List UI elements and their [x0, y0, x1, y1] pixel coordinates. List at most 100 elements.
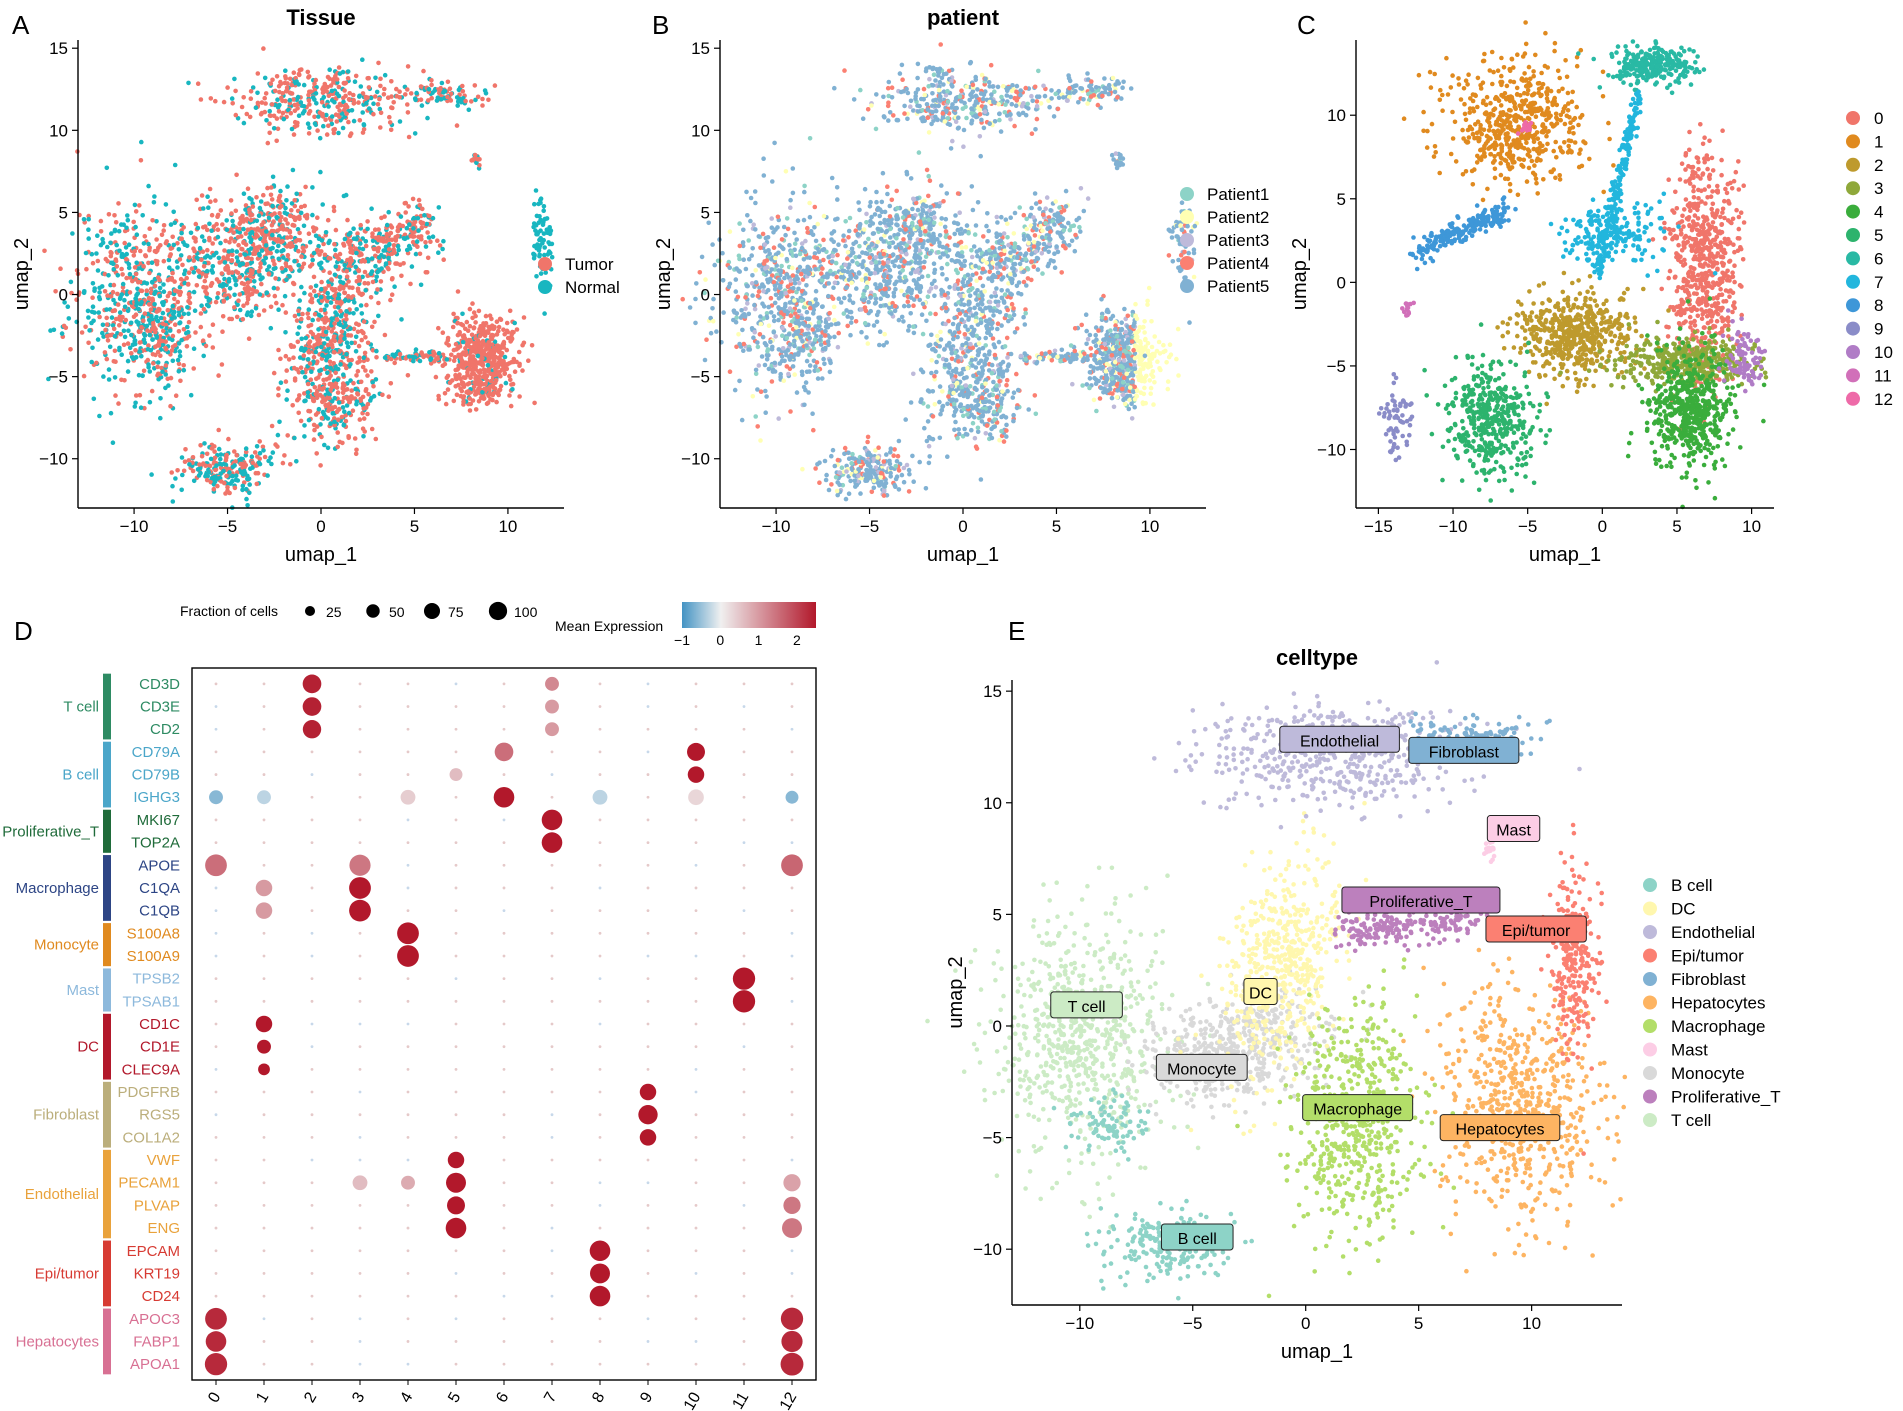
panel-a-point — [159, 232, 165, 238]
panel-a-point — [100, 322, 106, 328]
panel-a-point — [253, 232, 259, 237]
panel-a-point — [496, 371, 501, 376]
panel-b-point — [840, 268, 845, 274]
panel-b-point — [731, 308, 737, 314]
panel-a-point — [502, 363, 508, 368]
panel-a-point — [112, 227, 118, 233]
panel-a-point — [535, 242, 540, 247]
panel-b-point — [823, 324, 829, 330]
panel-a-point — [296, 308, 301, 314]
panel-b-point — [807, 200, 812, 206]
panel-a-point — [392, 360, 398, 366]
panel-a-point — [325, 336, 330, 342]
panel-a-point — [348, 362, 353, 367]
panel-a-point — [504, 328, 510, 334]
panel-b-point — [712, 262, 717, 268]
panel-a-point — [359, 328, 364, 334]
panel-a-point — [428, 239, 433, 244]
panel-a-point — [276, 386, 281, 391]
panel-b-point — [925, 294, 931, 300]
panel-b-point — [772, 283, 778, 289]
panel-a-point — [475, 388, 480, 394]
panel-b-point — [731, 317, 736, 323]
panel-a-point — [97, 285, 102, 291]
panel-a-point — [109, 231, 114, 236]
panel-a-point — [466, 366, 472, 372]
panel-a-point — [276, 243, 281, 249]
panel-a-point — [95, 268, 101, 273]
panel-b-point — [761, 304, 767, 309]
panel-b-point — [745, 283, 750, 289]
panel-a-point — [215, 291, 221, 296]
panel-a-point — [365, 357, 370, 363]
panel-a-point — [368, 271, 374, 277]
panel-a-point — [264, 290, 270, 296]
panel-a-point — [129, 354, 135, 360]
panel-a-point — [222, 293, 228, 298]
panel-a-point — [418, 97, 424, 102]
panel-a-point — [405, 87, 410, 92]
panel-b-point — [720, 278, 726, 283]
panel-a-point — [336, 407, 341, 413]
panel-b-point — [758, 438, 763, 443]
panel-a-point — [388, 381, 394, 386]
panel-a-point — [185, 282, 191, 287]
panel-a-point — [373, 263, 378, 269]
panel-a-point — [354, 447, 359, 453]
panel-a-point — [203, 343, 209, 349]
panel-a-point — [336, 65, 342, 70]
panel-a-point — [139, 353, 144, 359]
panel-b-point — [881, 261, 886, 266]
panel-a-point — [191, 258, 197, 263]
panel-a-point — [114, 264, 120, 269]
panel-a-point — [274, 138, 280, 144]
panel-b-point — [836, 330, 841, 336]
panel-a-point — [342, 336, 347, 342]
panel-a-point — [351, 118, 357, 124]
panel-a-point — [298, 100, 304, 105]
panel-a-point — [541, 208, 546, 213]
panel-b-point — [947, 235, 952, 240]
panel-a-point — [365, 76, 371, 81]
panel-a-point — [127, 345, 133, 351]
panel-b-point — [845, 314, 850, 319]
panel-a-point — [502, 354, 508, 360]
panel-a-point — [377, 96, 382, 102]
panel-b-point — [902, 274, 908, 280]
panel-b-point — [894, 222, 899, 227]
panel-a-point — [517, 394, 522, 399]
panel-a-point — [517, 363, 522, 369]
panel-a-point — [335, 444, 341, 450]
panel-a-point — [119, 222, 124, 227]
panel-a-point — [232, 463, 237, 468]
panel-a-point — [105, 338, 111, 343]
panel-b-point — [815, 376, 821, 381]
panel-a-point — [127, 271, 133, 277]
panel-a-point — [139, 299, 144, 305]
panel-a-point — [256, 213, 262, 218]
panel-a-point — [122, 304, 128, 310]
panel-b-point — [751, 335, 756, 341]
panel-a-point — [344, 352, 349, 357]
panel-a-point — [294, 318, 300, 323]
panel-a-point — [266, 271, 272, 277]
panel-a-point — [319, 266, 324, 271]
panel-a-point — [311, 288, 317, 294]
panel-a-point — [501, 345, 507, 350]
panel-b-point — [831, 239, 836, 245]
panel-a-point — [223, 238, 228, 244]
panel-a-point — [471, 371, 477, 377]
panel-a-point — [81, 217, 87, 222]
panel-a-point — [285, 221, 290, 226]
panel-a-point — [301, 104, 307, 109]
panel-a-point — [84, 266, 89, 272]
panel-a-point — [94, 360, 99, 366]
panel-a-point — [179, 236, 184, 241]
panel-a-point — [433, 374, 439, 380]
panel-a-point — [175, 357, 181, 363]
panel-b-point — [835, 216, 840, 222]
panel-b-point — [811, 311, 816, 316]
panel-a-point — [319, 238, 325, 243]
panel-a-point — [410, 196, 416, 202]
panel-b-point — [927, 178, 933, 183]
